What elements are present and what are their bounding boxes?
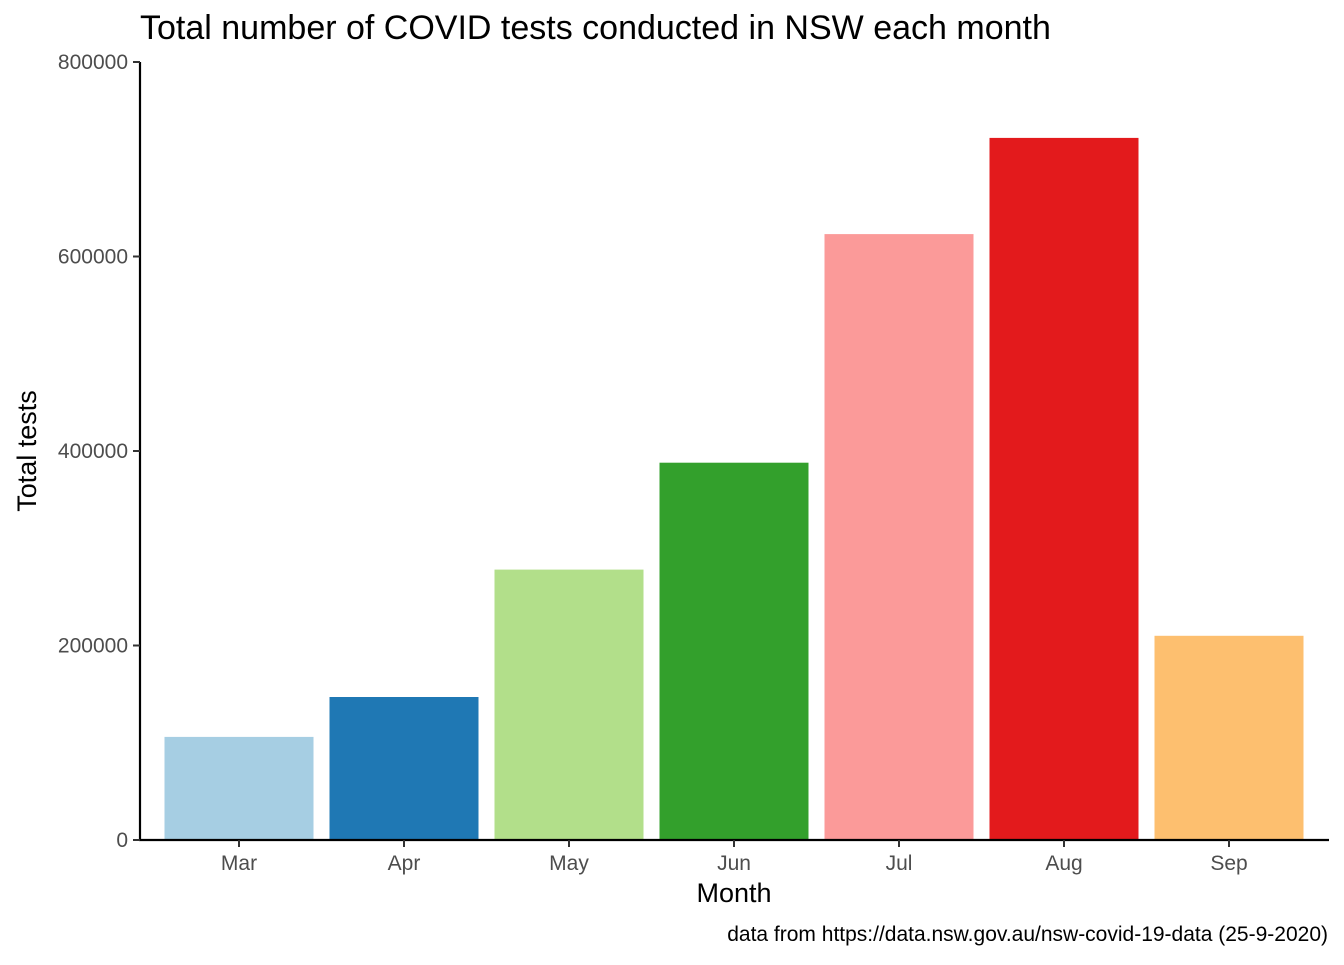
y-axis-title: Total tests — [12, 390, 42, 512]
x-tick-label: Sep — [1210, 852, 1247, 875]
y-tick-label: 200000 — [58, 635, 128, 658]
bar-jul — [824, 234, 974, 841]
bar-sep — [1154, 635, 1304, 840]
x-tick-label: May — [549, 852, 589, 875]
chart-title: Total number of COVID tests conducted in… — [140, 9, 1051, 47]
y-tick-label: 600000 — [58, 246, 128, 269]
y-ticks-layer: 0 200000 400000 600000 800000 — [58, 51, 140, 852]
bar-mar — [164, 736, 314, 840]
x-ticks-layer: Mar Apr May Jun Jul Aug Sep — [221, 840, 1248, 875]
x-axis-title: Month — [696, 878, 771, 908]
bars-layer — [164, 137, 1304, 841]
x-tick-label: Mar — [221, 852, 257, 875]
bar-apr — [329, 697, 479, 840]
y-tick-label: 0 — [116, 829, 128, 852]
x-tick-label: Jul — [886, 852, 913, 875]
x-tick-label: Jun — [717, 852, 751, 875]
x-tick-label: Apr — [388, 852, 421, 875]
bar-aug — [989, 137, 1139, 840]
bar-may — [494, 569, 644, 840]
x-tick-label: Aug — [1045, 852, 1082, 875]
chart-caption: data from https://data.nsw.gov.au/nsw-co… — [727, 923, 1328, 946]
bar-jun — [659, 462, 809, 840]
y-tick-label: 800000 — [58, 51, 128, 74]
y-tick-label: 400000 — [58, 440, 128, 463]
